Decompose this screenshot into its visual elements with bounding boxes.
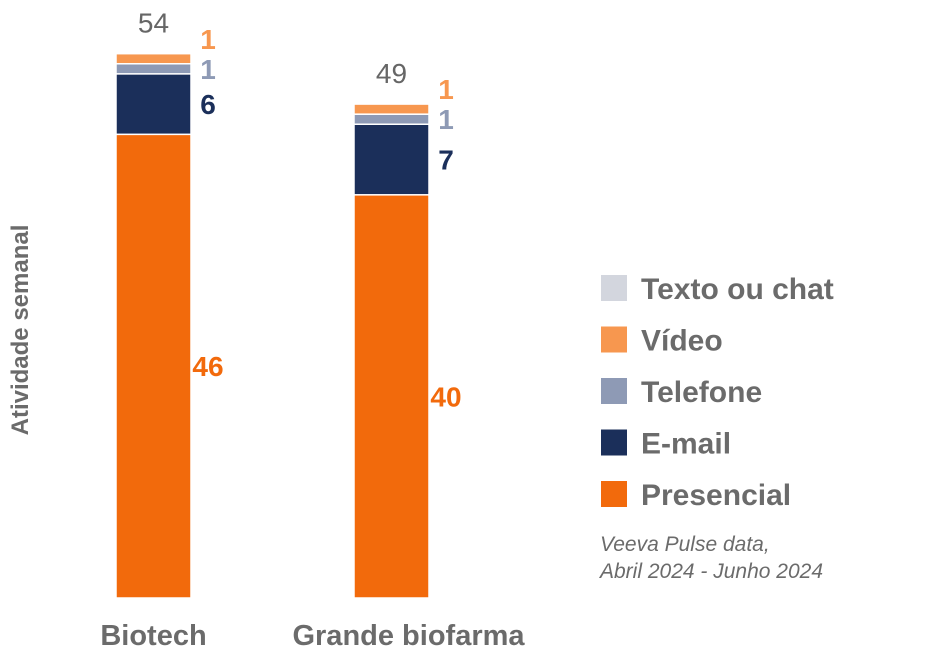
legend-swatch-presencial — [601, 481, 627, 507]
legend-swatch-telefone — [601, 378, 627, 404]
legend-swatch-texto-ou-chat — [601, 275, 627, 301]
bars-group — [115, 52, 430, 599]
category-labels-group: Biotech Grande biofarma — [100, 620, 525, 652]
bar-grande-biofarma-telefone — [353, 113, 430, 125]
value-label-biotech-e-mail: 6 — [200, 89, 216, 120]
legend-label-presencial: Presencial — [641, 479, 791, 512]
value-label-grande-biofarma-telefone: 1 — [438, 104, 454, 135]
legend-label-telefone: Telefone — [641, 376, 762, 409]
legend: Texto ou chat Vídeo Telefone E-mail Presenci… — [601, 273, 834, 512]
category-label-grande-biofarma: Grande biofarma — [292, 620, 525, 652]
bar-grande-biofarma-presencial — [353, 194, 430, 599]
bar-grande-biofarma-video — [353, 103, 430, 115]
legend-label-texto-ou-chat: Texto ou chat — [641, 273, 834, 306]
bar-biotech-telefone — [115, 63, 192, 75]
bar-biotech-e-mail — [115, 73, 192, 136]
value-label-biotech-telefone: 1 — [200, 54, 216, 85]
y-axis-label: Atividade semanal — [7, 225, 34, 436]
value-label-biotech-presencial: 46 — [192, 351, 223, 382]
bar-biotech-presencial — [115, 133, 192, 599]
bar-grande-biofarma-e-mail — [353, 123, 430, 196]
value-label-grande-biofarma-video: 1 — [438, 74, 454, 105]
total-label-grande-biofarma: 49 — [376, 58, 407, 89]
total-label-biotech: 54 — [138, 8, 169, 39]
legend-swatch-video — [601, 326, 627, 353]
source-note-line2: Abril 2024 - Junho 2024 — [598, 560, 823, 583]
legend-label-e-mail: E-mail — [641, 428, 731, 461]
legend-label-video: Vídeo — [641, 325, 723, 358]
value-label-biotech-video: 1 — [200, 24, 216, 55]
bar-biotech-video — [115, 52, 192, 65]
legend-swatch-e-mail — [601, 429, 627, 456]
source-note-line1: Veeva Pulse data, — [600, 533, 770, 556]
value-label-grande-biofarma-presencial: 40 — [430, 381, 461, 412]
category-label-biotech: Biotech — [100, 620, 206, 652]
value-label-grande-biofarma-e-mail: 7 — [438, 145, 454, 176]
